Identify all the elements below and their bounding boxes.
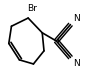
Text: Br: Br [27, 4, 37, 13]
Text: N: N [73, 59, 79, 68]
Text: N: N [73, 14, 79, 23]
